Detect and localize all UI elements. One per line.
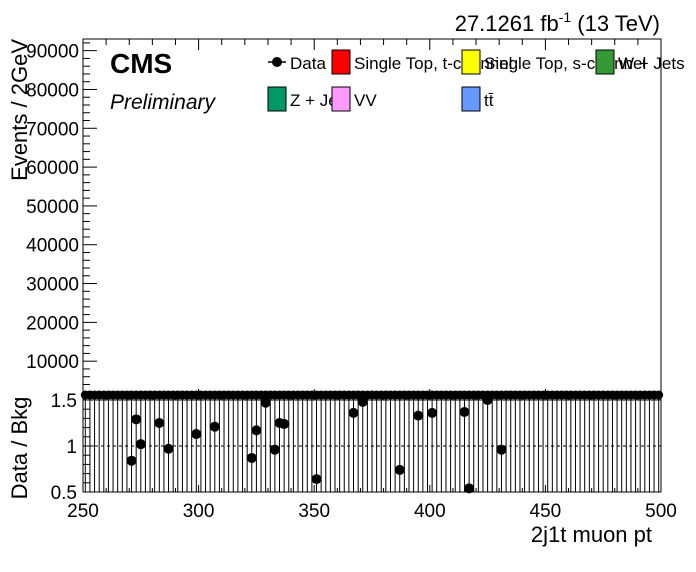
main-data-point — [654, 390, 664, 400]
luminosity-label: 27.1261 fb-1 (13 TeV) — [455, 9, 660, 36]
legend-swatch — [461, 86, 481, 112]
ratio-data-point — [251, 425, 262, 436]
ratio-y-tick-label: 0.5 — [51, 483, 77, 504]
legend-label: VV — [354, 91, 377, 110]
ratio-data-point — [246, 452, 257, 463]
main-y-tick-label: 70000 — [26, 119, 79, 140]
ratio-data-points — [126, 395, 507, 494]
ratio-data-point — [154, 418, 165, 428]
ratio-data-point — [459, 406, 470, 417]
ratio-y-tick-label: 1 — [66, 437, 77, 458]
main-y-tick-label: 20000 — [26, 313, 79, 334]
ratio-data-point — [413, 410, 424, 421]
cms-label: CMS — [110, 48, 172, 79]
ratio-data-point — [427, 407, 438, 418]
ratio-y-tick-label: 1.5 — [51, 391, 77, 412]
ratio-data-point — [357, 396, 368, 407]
ratio-data-point — [131, 414, 142, 425]
preliminary-label: Preliminary — [110, 91, 217, 114]
ratio-data-point — [135, 439, 146, 450]
ratio-data-point — [496, 444, 507, 455]
x-tick-label: 450 — [530, 501, 562, 522]
main-data-points — [80, 390, 664, 400]
legend-entry: Data — [268, 54, 326, 73]
ratio-data-point — [126, 455, 137, 466]
legend-swatch — [267, 86, 287, 112]
main-y-tick-label: 90000 — [26, 42, 79, 63]
legend-swatch — [461, 49, 481, 75]
main-y-axis-title: Events / 2GeV — [7, 39, 32, 181]
legend-label: W + Jets — [618, 54, 685, 73]
x-tick-label: 350 — [298, 501, 330, 522]
ratio-data-point — [394, 464, 405, 475]
ratio-y-axis: 0.5 1 1.5 — [51, 391, 97, 504]
legend-entry: W + Jets — [595, 49, 685, 75]
legend-label: tt̄ — [484, 91, 494, 110]
ratio-data-point — [311, 474, 322, 485]
ratio-data-point — [464, 483, 475, 494]
main-y-axis: 10000 20000 30000 40000 50000 60000 70000 80000… — [26, 42, 97, 393]
legend-swatch — [331, 49, 351, 75]
ratio-data-point — [191, 429, 202, 440]
legend-entry: tt̄ — [461, 86, 494, 112]
main-y-tick-label: 50000 — [26, 197, 79, 218]
main-y-tick-label: 80000 — [26, 80, 79, 101]
ratio-data-point — [260, 397, 271, 408]
main-y-tick-label: 30000 — [26, 275, 79, 296]
ratio-panel: 0.5 1 1.5 250 300 350 400 450 500 Data / Bkg 2j… — [7, 391, 677, 547]
x-tick-label: 300 — [183, 501, 215, 522]
ratio-y-axis-title: Data / Bkg — [7, 397, 32, 500]
ratio-data-point — [269, 444, 280, 455]
ratio-x-axis: 250 300 350 400 450 500 — [67, 485, 677, 522]
x-tick-label: 400 — [414, 501, 446, 522]
legend-entry: VV — [331, 86, 377, 112]
ratio-data-point — [209, 421, 220, 432]
x-tick-label: 500 — [645, 501, 677, 522]
main-y-tick-label: 40000 — [26, 236, 79, 257]
legend-swatch — [595, 49, 615, 75]
legend-marker — [272, 57, 282, 67]
main-y-tick-label: 60000 — [26, 158, 79, 179]
legend-label: Data — [290, 54, 326, 73]
legend-swatch — [331, 86, 351, 112]
ratio-data-point — [482, 395, 493, 405]
ratio-data-point — [348, 407, 359, 418]
main-panel: 10000 20000 30000 40000 50000 60000 70000 80000… — [7, 38, 664, 401]
x-tick-label: 250 — [67, 501, 99, 522]
ratio-data-point — [279, 418, 290, 429]
ratio-data-point — [163, 443, 174, 454]
main-y-tick-label: 10000 — [26, 352, 79, 373]
x-axis-title: 2j1t muon pt — [531, 522, 652, 547]
